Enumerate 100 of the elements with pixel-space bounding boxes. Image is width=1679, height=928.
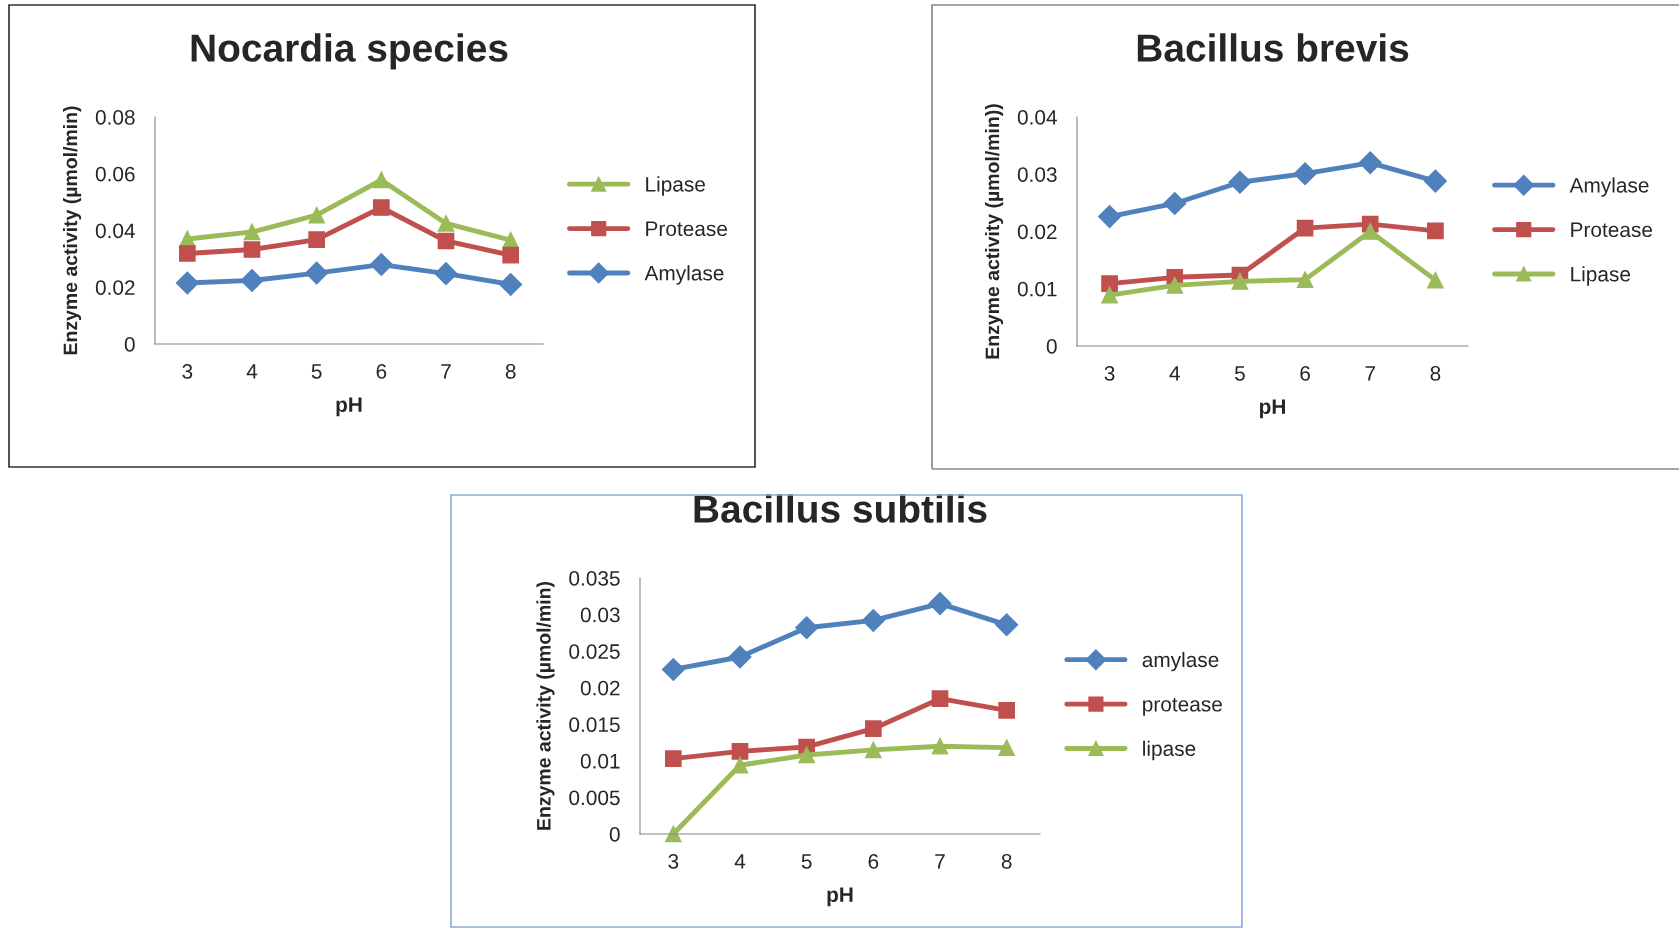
x-tick-label: 4 <box>734 854 746 869</box>
x-tick-label: 7 <box>1365 366 1375 381</box>
y-tick-label: 0 <box>609 827 620 842</box>
point <box>1231 272 1249 290</box>
point <box>305 261 329 285</box>
point <box>372 171 390 189</box>
point <box>369 253 393 277</box>
point <box>178 245 196 262</box>
point <box>931 690 949 708</box>
point <box>998 739 1016 757</box>
y-tick-label: 0.005 <box>569 790 620 806</box>
x-tick-label: 5 <box>1234 366 1245 381</box>
x-tick-label: 8 <box>1430 365 1441 381</box>
x-tick-label: 3 <box>1104 365 1115 381</box>
point <box>1296 271 1314 288</box>
point <box>175 271 199 295</box>
y-tick-label: 0.04 <box>95 223 135 239</box>
x-tick-label: 4 <box>1169 366 1180 381</box>
point <box>864 720 882 738</box>
point <box>795 616 819 640</box>
point <box>861 608 885 632</box>
point <box>1101 275 1118 292</box>
point <box>499 272 523 296</box>
x-tick-label: 7 <box>935 854 945 869</box>
y-tick-label: 0.04 <box>1017 110 1057 125</box>
point <box>434 262 458 286</box>
y-tick-label: 0.03 <box>1017 167 1057 182</box>
y-axis-title: Enzyme activity (µmol/min)) <box>984 104 1004 359</box>
point <box>308 206 326 224</box>
y-tick-label: 0.08 <box>95 110 135 125</box>
y-tick-label: 0.01 <box>580 753 620 769</box>
legend-label: lipase <box>1143 740 1196 761</box>
x-tick-label: 6 <box>868 853 879 869</box>
y-tick-label: 0.025 <box>569 644 620 659</box>
point <box>1228 170 1252 194</box>
legend-label: Amylase <box>644 265 724 285</box>
point <box>437 232 455 250</box>
x-tick-label: 5 <box>311 364 322 379</box>
point <box>661 657 685 681</box>
point <box>1423 169 1447 193</box>
point <box>1361 223 1379 240</box>
y-tick-label: 0.035 <box>569 571 620 586</box>
point <box>998 702 1016 719</box>
legend-label: Lipase <box>646 176 705 196</box>
point <box>931 737 949 755</box>
point <box>1358 151 1382 175</box>
point <box>1101 286 1118 304</box>
legend-label: Lipase <box>1571 266 1631 286</box>
x-axis-title: pH <box>336 397 362 417</box>
point <box>995 613 1019 637</box>
point <box>1427 222 1444 240</box>
point <box>664 750 682 767</box>
point <box>728 645 752 669</box>
y-axis-title: Enzyme activity (µmol/min) <box>62 106 82 355</box>
x-tick-label: 3 <box>182 363 193 379</box>
y-tick-label: 0.06 <box>95 166 135 182</box>
point <box>1296 219 1314 237</box>
point <box>243 241 261 258</box>
point <box>502 246 520 264</box>
x-tick-label: 6 <box>376 363 387 379</box>
chart-title: Bacillus subtilis <box>694 494 987 523</box>
y-tick-label: 0.015 <box>569 717 620 733</box>
point <box>437 215 455 232</box>
x-tick-label: 6 <box>1300 365 1310 381</box>
y-tick-label: 0 <box>1046 339 1057 354</box>
legend-label: Protease <box>1571 222 1653 238</box>
point <box>372 199 390 216</box>
chart-title: Bacillus brevis <box>1137 33 1409 62</box>
legend-label: protease <box>1143 697 1222 716</box>
y-axis-title: Enzyme activity (µmol/min) <box>536 581 555 830</box>
x-tick-label: 7 <box>441 364 451 379</box>
legend-label: Protease <box>646 221 727 237</box>
point <box>240 268 264 292</box>
point <box>1293 162 1317 186</box>
y-tick-label: 0.01 <box>1017 281 1057 297</box>
y-tick-label: 0.02 <box>580 680 620 696</box>
x-tick-label: 3 <box>668 853 679 869</box>
point <box>1098 205 1122 229</box>
point <box>1166 276 1184 294</box>
point <box>243 223 261 241</box>
x-tick-label: 5 <box>801 854 812 869</box>
x-axis-title: pH <box>827 887 853 907</box>
x-tick-label: 8 <box>1001 853 1012 869</box>
y-tick-label: 0.02 <box>95 280 135 295</box>
x-tick-label: 8 <box>505 363 516 379</box>
y-tick-label: 0 <box>124 337 135 352</box>
legend-label: amylase <box>1142 651 1219 672</box>
y-tick-label: 0.02 <box>1017 224 1057 240</box>
x-axis-title: pH <box>1259 399 1285 419</box>
point <box>731 743 749 760</box>
point <box>731 756 749 774</box>
point <box>308 231 326 248</box>
chart-title: Nocardia species <box>191 33 508 70</box>
point <box>1163 191 1187 215</box>
legend-label: Amylase <box>1569 177 1649 197</box>
y-tick-label: 0.03 <box>580 607 620 623</box>
point <box>864 741 882 759</box>
point <box>928 592 952 616</box>
point <box>1427 271 1444 289</box>
point <box>798 746 816 764</box>
